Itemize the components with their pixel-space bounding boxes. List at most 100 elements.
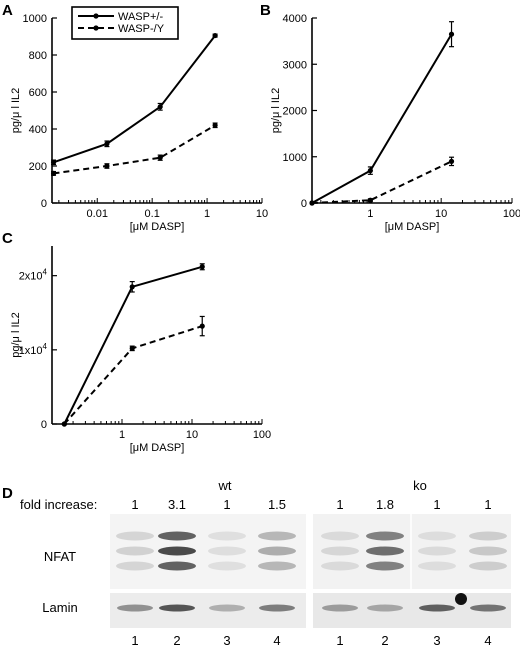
nfat-band-4-1 (321, 546, 359, 556)
lane-number-0: 1 (131, 633, 138, 648)
y-tick-label-a-0: 0 (41, 198, 47, 210)
data-point-a-0-3 (212, 32, 218, 39)
data-point-c-1-0 (61, 421, 67, 427)
data-point-c-1-2 (199, 323, 205, 329)
fold-increase-label: fold increase: (20, 497, 97, 512)
nfat-band-4-2 (321, 561, 359, 571)
fold-value-7: 1 (484, 497, 491, 512)
panel-letter-d: D (2, 485, 13, 502)
row-label-lamin: Lamin (42, 600, 77, 615)
y-tick-label-a-2: 400 (29, 124, 47, 136)
y-tick-label-a-1: 200 (29, 161, 47, 173)
data-point-c-0-1 (129, 284, 135, 290)
y-tick-label-b-3: 3000 (283, 59, 307, 71)
fold-value-3: 1.5 (268, 497, 286, 512)
data-point-b-0-2 (448, 31, 455, 37)
data-point-a-1-2 (157, 155, 163, 161)
row-label-nfat: NFAT (44, 549, 76, 564)
blot-bands (116, 531, 507, 612)
lamin-band-4 (322, 604, 358, 612)
y-tick-label-b-2: 2000 (283, 106, 307, 118)
nfat-band-6-0 (418, 531, 456, 541)
nfat-band-0-0 (116, 531, 154, 541)
x-tick-label-a-2: 1 (204, 208, 210, 220)
lane-number-6: 3 (433, 633, 440, 648)
x-tick-label-c-1: 10 (186, 429, 198, 441)
fold-values: 1 3.1 1 1.5 1 1.8 1 1 (131, 497, 491, 512)
data-point-c-1-1 (129, 345, 135, 351)
series-line-c-1 (63, 325, 203, 425)
legend-box (71, 6, 179, 40)
y-tick-label-c-1: 1x104 (19, 342, 48, 357)
lane-numbers: 1 2 3 4 1 2 3 4 (131, 633, 491, 648)
nfat-band-0-2 (116, 561, 154, 571)
y-axis-label-a: pg/μ l IL2 (10, 88, 22, 133)
data-point-c-0-2 (199, 264, 205, 270)
legend-marker-0 (93, 13, 99, 19)
y-tick-label-a-3: 600 (29, 87, 47, 99)
lane-number-7: 4 (484, 633, 491, 648)
lane-number-1: 2 (173, 633, 180, 648)
nfat-band-3-1 (258, 546, 296, 556)
lane-number-2: 3 (223, 633, 230, 648)
data-point-a-0-0 (50, 159, 57, 165)
nfat-band-7-0 (469, 531, 507, 541)
nfat-band-7-1 (469, 546, 507, 556)
legend-a: WASP+/-WASP-/Y (71, 6, 179, 40)
chart-panel-c: C 0 1x104 2x104 1 10 100 [μM DASP] pg/μ l IL2 (2, 230, 271, 454)
fold-value-5: 1.8 (376, 497, 394, 512)
chart-panel-a: A 0 200 400 600 800 1000 0.01 0.1 1 10 [μM DASP] pg/… (2, 2, 268, 233)
legend-marker-1 (93, 25, 99, 31)
x-tick-label-c-2: 100 (253, 429, 271, 441)
y-tick-exponent-c-2: 4 (43, 268, 48, 277)
y-tick-label-b-1: 1000 (283, 152, 307, 164)
group-label-ko: ko (413, 478, 427, 493)
panel-letter-c: C (2, 230, 13, 247)
data-point-a-1-0 (50, 170, 57, 176)
y-tick-label-a-4: 800 (29, 50, 47, 62)
lane-number-3: 4 (273, 633, 280, 648)
nfat-band-0-1 (116, 546, 154, 556)
y-tick-label-b-0: 0 (301, 198, 307, 210)
lane-number-4: 1 (336, 633, 343, 648)
y-tick-label-c-2: 2x104 (19, 268, 48, 283)
nfat-band-4-0 (321, 531, 359, 541)
nfat-band-3-2 (258, 561, 296, 571)
y-axis-label-c: pg/μ l IL2 (10, 312, 22, 357)
panel-letter-a: A (2, 2, 13, 19)
nfat-band-5-2 (366, 561, 404, 571)
fold-value-0: 1 (131, 497, 138, 512)
legend-label-0: WASP+/- (118, 11, 163, 23)
y-tick-label-c-0: 0 (41, 419, 47, 431)
nfat-band-2-2 (208, 561, 246, 571)
data-point-b-1-2 (448, 158, 455, 164)
western-blot-panel-d: D wt ko fold increase: 1 3.1 1 1.5 1 1.8 1 1 NF… (2, 478, 511, 648)
fold-value-4: 1 (336, 497, 343, 512)
y-tick-label-b-4: 4000 (283, 13, 307, 25)
series-line-a-1 (53, 124, 216, 175)
fold-value-1: 3.1 (168, 497, 186, 512)
lane-number-5: 2 (381, 633, 388, 648)
lamin-band-2 (209, 604, 245, 612)
nfat-band-2-1 (208, 546, 246, 556)
x-tick-label-c-0: 1 (119, 429, 125, 441)
series-line-a-0 (53, 34, 216, 164)
data-point-a-1-1 (104, 163, 110, 169)
group-label-wt: wt (218, 478, 232, 493)
series-line-b-1 (311, 160, 452, 204)
lamin-band-1 (159, 604, 195, 612)
nfat-band-2-0 (208, 531, 246, 541)
nfat-band-5-1 (366, 546, 404, 556)
x-axis-label-b: [μM DASP] (385, 221, 440, 233)
x-tick-label-a-1: 0.1 (145, 208, 160, 220)
data-point-b-0-1 (367, 168, 373, 174)
nfat-band-3-0 (258, 531, 296, 541)
x-tick-label-b-0: 1 (367, 208, 373, 220)
fold-value-6: 1 (433, 497, 440, 512)
series-line-b-0 (311, 33, 453, 204)
x-axis-label-c: [μM DASP] (130, 442, 185, 454)
x-axis-label-a: [μM DASP] (130, 221, 185, 233)
x-tick-label-a-3: 10 (256, 208, 268, 220)
chart-panel-b: B 0 1000 2000 3000 4000 1 10 100 [μM DASP] pg/μ l … (260, 2, 520, 233)
